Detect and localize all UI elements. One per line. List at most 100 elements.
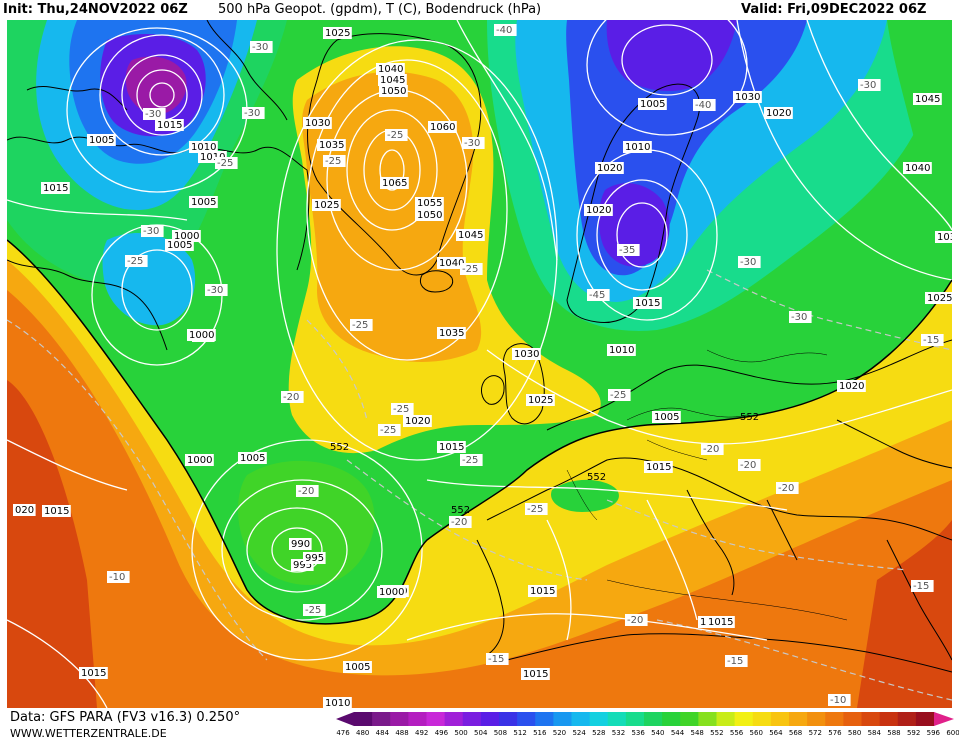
map-header: Init: Thu,24NOV2022 06Z 500 hPa Geopot. … <box>0 0 959 20</box>
geopotential-label: 552 <box>740 412 759 423</box>
temperature-label-box <box>460 263 483 275</box>
temperature-label: -25 <box>387 130 403 141</box>
temperature-label-box <box>281 391 304 403</box>
scale-swatch <box>752 712 772 726</box>
temperature-label: -25 <box>380 425 396 436</box>
temperature-label: -15 <box>727 656 743 667</box>
arctic-island-2 <box>26 86 128 111</box>
temperature-label: -20 <box>703 444 719 455</box>
isobar-label-box <box>379 85 408 97</box>
temperature-label-box <box>725 655 748 667</box>
scale-swatch <box>879 712 899 726</box>
temperature-label-box <box>205 284 228 296</box>
scandinavia-coast <box>566 83 701 324</box>
border-3 <box>706 349 828 363</box>
isobar-label: 1015 <box>439 442 464 453</box>
isobar-label: 1015 <box>646 462 671 473</box>
isobar-label: 1050 <box>417 210 442 221</box>
isobar-label: 1015 <box>523 669 548 680</box>
isotherm-4 <box>656 619 952 701</box>
isobar-label-box <box>644 461 673 473</box>
temperature-label: -15 <box>488 654 504 665</box>
isobar-label-box <box>343 661 372 673</box>
italy-coast <box>686 489 735 596</box>
isobar-label-box <box>187 329 216 341</box>
scale-label: 496 <box>434 729 449 737</box>
isobar-label: 1040 <box>378 64 403 75</box>
isobar-label: 1020 <box>597 163 622 174</box>
scale-label: 524 <box>572 729 586 737</box>
isobar-label: 1010 <box>191 142 216 153</box>
scale-swatch <box>770 712 790 726</box>
isobar-label-box <box>303 117 332 129</box>
scale-arrow-left <box>336 712 354 726</box>
isobar-label-box <box>913 93 942 105</box>
temperature-label-box <box>486 653 509 665</box>
temperature-label-box <box>350 319 373 331</box>
isobar-label-box <box>42 505 71 517</box>
valid-time: Valid: Fri,09DEC2022 06Z <box>741 2 927 17</box>
scale-label: 592 <box>906 729 921 737</box>
temperature-label-box <box>608 389 631 401</box>
scale-label: 500 <box>454 729 468 737</box>
isobar-label: 1015 <box>530 586 555 597</box>
isobar-label: 1030 <box>305 118 330 129</box>
isobar-label-box <box>526 394 555 406</box>
temperature-label-box <box>921 334 944 346</box>
scale-swatch <box>897 712 917 726</box>
isobar-line-6 <box>7 619 108 708</box>
temperature-label: -25 <box>352 320 368 331</box>
scale-label: 564 <box>769 729 783 737</box>
isobar-label-box <box>837 380 866 392</box>
scale-label: 536 <box>631 729 645 737</box>
isobar-label: 1010 <box>325 698 350 708</box>
isobar-label-box <box>415 197 444 209</box>
isobar-label: 1040 <box>905 163 930 174</box>
isobar-label-box <box>437 257 466 269</box>
isobar-greenland-high-1 <box>346 109 438 231</box>
scale-swatch <box>843 712 862 726</box>
temperature-label-box <box>828 694 851 706</box>
isotherm-2 <box>346 459 588 581</box>
isobars <box>7 20 952 708</box>
isobar-label: 1035 <box>439 328 464 339</box>
europe-north-coast <box>546 339 952 431</box>
isobar-label-box <box>189 196 218 208</box>
isobar-label-box <box>638 98 667 110</box>
isobar-label: 995 <box>305 553 324 564</box>
isobar-label-box <box>415 209 444 221</box>
scale-swatch <box>390 712 409 726</box>
temperature-label-box <box>303 604 326 616</box>
temperature-label: -20 <box>740 460 756 471</box>
scale-label: 600 <box>946 729 959 737</box>
temperature-label-box <box>141 225 164 237</box>
isobar-label: 1045 <box>915 94 940 105</box>
isobar-label: 1000 <box>187 455 212 466</box>
temperature-label-box <box>378 424 401 436</box>
scale-label: 540 <box>651 729 665 737</box>
isobar-label-box <box>733 91 762 103</box>
isobar-label: 1055 <box>417 198 442 209</box>
isobar-label: 1005 <box>89 135 114 146</box>
isobar-label-box <box>87 134 116 146</box>
scale-label: 504 <box>474 729 488 737</box>
scale-swatch <box>553 712 572 726</box>
isobar-label-box <box>595 162 624 174</box>
temperature-label: -25 <box>462 455 478 466</box>
isobar-label: 1015 <box>43 183 68 194</box>
temperature-label-box <box>391 403 414 415</box>
geopotential-label: 552 <box>587 472 606 483</box>
scale-swatch <box>644 712 663 726</box>
isobar-label-box <box>528 585 557 597</box>
color-scale-bar <box>336 712 954 726</box>
isobar-label: 1020 <box>405 416 430 427</box>
isobar-label-box <box>317 139 346 151</box>
website-link[interactable]: WWW.WETTERZENTRALE.DE <box>10 727 167 740</box>
isobar-label: 1005 <box>640 99 665 110</box>
color-field-red-east <box>857 520 952 708</box>
isobar-label: 1030 <box>514 349 539 360</box>
isobar-label-box <box>238 452 267 464</box>
isobar-line-10 <box>646 499 698 621</box>
isobar-line-2 <box>7 439 128 491</box>
middle-east-coast <box>886 539 952 661</box>
